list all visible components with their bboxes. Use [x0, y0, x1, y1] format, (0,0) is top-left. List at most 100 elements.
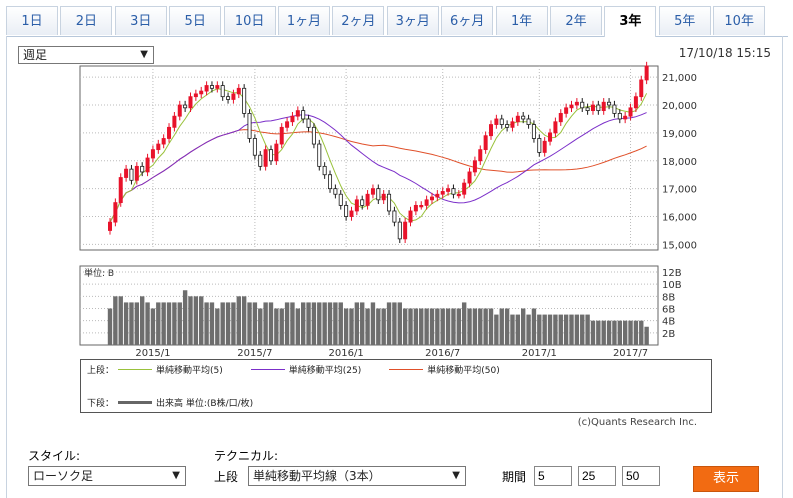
- candle-body: [408, 210, 413, 223]
- volume-bar: [268, 302, 274, 345]
- candle-body: [553, 121, 558, 134]
- volume-bar: [413, 308, 419, 345]
- price-plot-frame: [79, 65, 659, 251]
- candle-period-select[interactable]: 週足 ▼: [18, 46, 154, 64]
- candle-body: [580, 101, 585, 109]
- period-tabs: 1日 2日 3日 5日 10日 1ヶ月 2ヶ月 3ヶ月 6ヶ月 1年 2年 3年 5年 10年: [6, 6, 788, 37]
- volume-bar: [537, 314, 542, 345]
- candle-body: [537, 138, 542, 153]
- volume-bar: [542, 314, 547, 345]
- tab-11[interactable]: 3年: [604, 6, 657, 37]
- technical-select[interactable]: 単純移動平均線（3本） ▼: [248, 466, 466, 486]
- candle-body: [585, 107, 590, 112]
- volume-bar: [279, 308, 284, 345]
- volume-bar: [488, 308, 494, 345]
- candle-body: [365, 193, 370, 206]
- candle-body: [134, 165, 139, 181]
- submit-button[interactable]: 表示: [693, 466, 759, 492]
- candle-body: [172, 115, 177, 128]
- ma25-line: [109, 112, 647, 223]
- tab-9[interactable]: 1年: [495, 6, 548, 35]
- volume-bar: [274, 308, 279, 345]
- tab-7[interactable]: 3ヶ月: [386, 6, 439, 35]
- x-tick-label: 2015/1: [135, 348, 170, 359]
- volume-bar: [290, 302, 295, 345]
- candle-body: [413, 204, 418, 212]
- volume-bar: [521, 308, 526, 345]
- tab-2[interactable]: 3日: [114, 6, 167, 35]
- x-tick-label: 2015/7: [237, 348, 272, 359]
- volume-bar: [526, 314, 531, 345]
- candle-body: [167, 126, 172, 139]
- volume-bar: [317, 302, 322, 345]
- candle-body: [188, 96, 193, 109]
- volume-bar: [563, 314, 569, 345]
- volume-bar: [172, 302, 177, 345]
- candle-body: [306, 118, 311, 128]
- candle-body: [290, 115, 295, 123]
- legend-lower-label: 下段：: [87, 399, 115, 409]
- x-tick-label: 2017/1: [522, 348, 557, 359]
- candle-body: [548, 132, 553, 142]
- volume-bar: [424, 308, 429, 345]
- volume-bar: [209, 302, 215, 345]
- candle-body: [215, 85, 220, 89]
- tab-8[interactable]: 6ヶ月: [441, 6, 494, 35]
- volume-bar: [397, 302, 402, 345]
- tab-10[interactable]: 2年: [550, 6, 602, 35]
- volume-bar: [381, 308, 386, 345]
- tab-5[interactable]: 1ヶ月: [278, 6, 330, 35]
- tab-1[interactable]: 2日: [60, 6, 113, 35]
- period-input-1[interactable]: [534, 466, 572, 486]
- candle-body: [199, 90, 204, 95]
- volume-bar: [150, 308, 156, 345]
- period-input-2[interactable]: [578, 466, 616, 486]
- candle-body: [456, 193, 461, 197]
- candle-body: [236, 87, 241, 95]
- tab-12[interactable]: 5年: [658, 6, 711, 35]
- credit: (c)Quants Research Inc.: [577, 417, 697, 428]
- volume-bar: [129, 302, 134, 345]
- volume-bar: [306, 302, 311, 345]
- volume-bar: [220, 302, 225, 345]
- legend-volume-label: 出来高 単位:(B株/口/枚): [156, 399, 254, 409]
- candle-body: [590, 104, 595, 112]
- volume-bar: [386, 302, 392, 345]
- volume-bar: [558, 314, 563, 345]
- candle-body: [279, 126, 284, 145]
- volume-bar: [258, 308, 263, 345]
- upper-label: 上段: [214, 470, 239, 484]
- volume-bar: [139, 296, 145, 345]
- candle-body: [129, 168, 134, 181]
- style-value: ローソク足: [33, 469, 94, 483]
- style-select[interactable]: ローソク足 ▼: [28, 466, 186, 486]
- volume-bar: [461, 302, 467, 345]
- tab-4[interactable]: 10日: [223, 6, 276, 35]
- volume-tick-label: 10B: [662, 280, 682, 291]
- candle-body: [424, 199, 429, 206]
- tab-0[interactable]: 1日: [6, 6, 58, 35]
- candle-body: [596, 104, 601, 112]
- volume-bar: [284, 302, 290, 345]
- candle-body: [274, 143, 279, 162]
- x-tick-label: 2016/7: [425, 348, 460, 359]
- tab-6[interactable]: 2ヶ月: [332, 6, 385, 35]
- candle-body: [349, 210, 354, 217]
- candle-body: [322, 165, 327, 176]
- legend-ma5-label: 単純移動平均(5): [156, 366, 223, 376]
- candle-body: [467, 171, 472, 184]
- period-input-3[interactable]: [622, 466, 660, 486]
- legend-upper-label: 上段：: [87, 366, 115, 376]
- volume-bar: [199, 296, 204, 345]
- price-tick-label: 20,000: [662, 101, 697, 112]
- volume-bar: [451, 308, 456, 345]
- volume-bar: [311, 302, 317, 345]
- volume-tick-label: 8B: [662, 292, 675, 303]
- candle-body: [392, 210, 397, 223]
- candle-body: [295, 110, 300, 117]
- volume-bar: [499, 308, 504, 345]
- candle-body: [338, 193, 343, 206]
- candle-body: [376, 188, 381, 201]
- tab-13[interactable]: 10年: [713, 6, 766, 35]
- tab-3[interactable]: 5日: [169, 6, 222, 35]
